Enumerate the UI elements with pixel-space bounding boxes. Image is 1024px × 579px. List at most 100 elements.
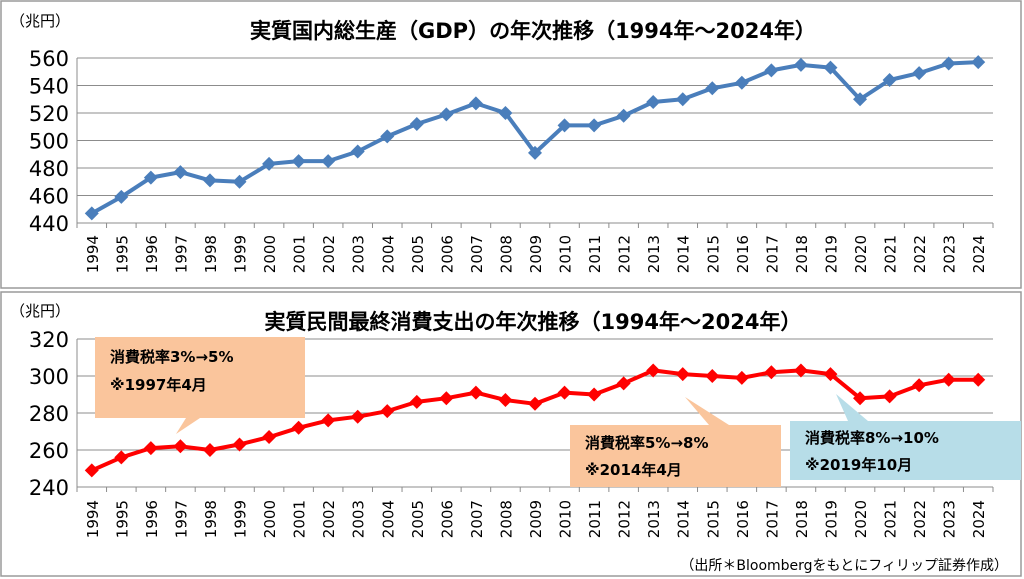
consumption-x-tick-label: 2016 (734, 500, 752, 538)
consumption-x-tick-label: 1998 (202, 500, 220, 538)
consumption-x-tick-label: 2024 (970, 500, 988, 538)
consumption-data-point (232, 437, 247, 452)
consumption-data-point (380, 404, 395, 419)
consumption-x-tick-label: 2019 (822, 500, 840, 538)
gdp-y-tick-label: 480 (29, 157, 69, 181)
gdp-x-tick-label: 2021 (882, 235, 900, 273)
tax-hike-callout-1997: 消費税率3%→5% ※1997年4月 (95, 337, 305, 434)
gdp-y-tick-label: 540 (29, 75, 69, 99)
consumption-data-point (764, 365, 779, 380)
consumption-data-point (793, 363, 808, 378)
consumption-data-point (202, 443, 217, 457)
consumption-y-tick-label: 300 (29, 365, 69, 389)
consumption-x-tick-label: 2011 (586, 500, 604, 538)
gdp-data-point (202, 173, 217, 188)
gdp-y-tick-label: 440 (29, 212, 69, 236)
source-note: （出所＊Bloombergをもとにフィリップ証券作成） (680, 558, 1008, 574)
consumption-x-tick-label: 2006 (438, 500, 456, 538)
consumption-x-tick-label: 2004 (379, 500, 397, 538)
consumption-data-point (84, 463, 99, 478)
gdp-x-tick-label: 2015 (704, 235, 722, 273)
consumption-x-tick-label: 2002 (320, 500, 338, 538)
gdp-y-tick-label: 460 (29, 185, 69, 209)
gdp-x-tick-label: 2013 (645, 235, 663, 273)
tax-hike-callout-1997-line2: ※1997年4月 (110, 376, 207, 394)
gdp-y-tick-label: 560 (29, 47, 69, 71)
gdp-x-tick-label: 2009 (527, 235, 545, 273)
consumption-x-tick-label: 2008 (497, 500, 515, 538)
gdp-x-tick-labels: 1994 1995 1996 1997 1998 1999 2000 2001 2002 2003… (84, 235, 988, 273)
tax-hike-callout-2019-line1: 消費税率8%→10% (805, 429, 939, 447)
gdp-data-point (350, 144, 365, 159)
consumption-x-tick-label: 2014 (675, 500, 693, 538)
gdp-data-point (114, 189, 129, 204)
gdp-data-point (173, 165, 188, 180)
gdp-data-point (409, 117, 424, 131)
gdp-x-tick-label: 2024 (970, 235, 988, 273)
gdp-x-tick-label: 1995 (113, 235, 131, 273)
gdp-x-tick-label: 1997 (172, 235, 190, 273)
consumption-data-point (528, 396, 542, 411)
consumption-x-tick-label: 1995 (113, 500, 131, 538)
consumption-x-tick-label: 2015 (704, 500, 722, 538)
gdp-y-tick-label: 500 (29, 130, 69, 154)
gdp-x-tick-label: 2005 (409, 235, 427, 273)
gdp-data-point (646, 95, 661, 109)
consumption-x-tick-label: 2010 (557, 500, 575, 538)
gdp-data-point (971, 55, 986, 70)
consumption-x-tick-label: 2022 (911, 500, 929, 538)
gdp-series (84, 55, 986, 221)
gdp-x-tick-label: 1996 (143, 235, 161, 273)
consumption-x-tick-label: 2020 (852, 500, 870, 538)
gdp-x-tick-label: 2018 (793, 235, 811, 273)
consumption-data-point (941, 372, 956, 387)
consumption-data-point (587, 387, 602, 402)
gdp-data-point (468, 96, 483, 111)
gdp-x-tick-label: 2023 (941, 235, 959, 273)
gdp-y-unit-label: （兆円） (10, 12, 70, 30)
consumption-y-tick-labels: 240 260 280 300 320 (29, 328, 69, 500)
tax-hike-callout-2019-line2: ※2019年10月 (805, 456, 912, 474)
consumption-data-point (912, 378, 927, 393)
gdp-x-tick-label: 2003 (350, 235, 368, 273)
gdp-data-point (587, 118, 602, 133)
tax-hike-callout-1997-box (95, 337, 305, 434)
gdp-x-tick-label: 2007 (468, 235, 486, 273)
consumption-data-point (557, 385, 572, 400)
gdp-data-point (557, 118, 572, 133)
consumption-data-point (971, 372, 986, 387)
gdp-x-tick-label: 2019 (822, 235, 840, 273)
consumption-data-point (853, 391, 868, 406)
gdp-chart-title: 実質国内総生産（GDP）の年次推移（1994年～2024年） (250, 19, 816, 43)
gdp-data-point (262, 156, 277, 171)
consumption-chart-title: 実質民間最終消費支出の年次推移（1994年～2024年） (265, 310, 802, 334)
gdp-data-point (380, 129, 395, 144)
gdp-chart-frame (0, 0, 1022, 289)
gdp-data-point (498, 106, 513, 120)
gdp-y-tick-labels: 440 460 480 500 520 540 560 (29, 47, 69, 236)
tax-hike-callout-1997-line1: 消費税率3%→5% (110, 348, 234, 366)
gdp-data-point (321, 154, 336, 169)
consumption-x-tick-label: 2013 (645, 500, 663, 538)
consumption-x-tick-label: 2012 (616, 500, 634, 538)
gdp-data-point (143, 170, 158, 185)
gdp-y-tick-label: 520 (29, 102, 69, 126)
gdp-x-tick-label: 2001 (291, 235, 309, 273)
consumption-data-point (882, 389, 897, 404)
gdp-x-tick-label: 2022 (911, 235, 929, 273)
consumption-y-tick-label: 260 (29, 439, 69, 463)
gdp-x-tick-label: 2011 (586, 235, 604, 273)
consumption-data-point (468, 385, 483, 400)
gdp-data-point (853, 92, 868, 107)
gdp-data-point (823, 60, 838, 75)
consumption-data-point (350, 409, 365, 424)
gdp-data-point (793, 57, 808, 72)
consumption-data-point (409, 394, 424, 409)
tax-hike-callout-2014-box (570, 397, 781, 487)
consumption-x-tick-label: 2023 (941, 500, 959, 538)
consumption-x-tick-label: 2003 (350, 500, 368, 538)
gdp-x-tick-label: 2002 (320, 235, 338, 273)
consumption-y-tick-label: 240 (29, 476, 69, 500)
gdp-x-tick-label: 2017 (763, 235, 781, 273)
gdp-data-point (734, 75, 749, 90)
